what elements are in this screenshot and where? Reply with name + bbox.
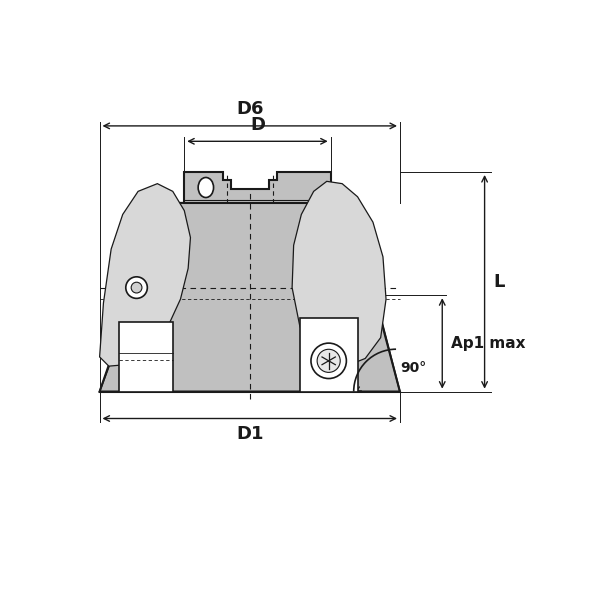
Circle shape: [131, 282, 142, 293]
Text: D6: D6: [236, 100, 263, 118]
Text: 90°: 90°: [401, 361, 427, 374]
Circle shape: [317, 349, 340, 373]
Polygon shape: [292, 181, 386, 366]
Bar: [119, 322, 173, 392]
Text: L: L: [494, 273, 505, 291]
Polygon shape: [100, 203, 400, 392]
Text: D1: D1: [236, 425, 263, 443]
Circle shape: [311, 343, 346, 379]
Polygon shape: [184, 172, 331, 203]
Ellipse shape: [198, 178, 214, 197]
Bar: [300, 319, 358, 392]
Polygon shape: [100, 184, 190, 366]
Circle shape: [126, 277, 148, 298]
Text: Ap1 max: Ap1 max: [451, 336, 526, 351]
Text: D: D: [250, 116, 265, 134]
